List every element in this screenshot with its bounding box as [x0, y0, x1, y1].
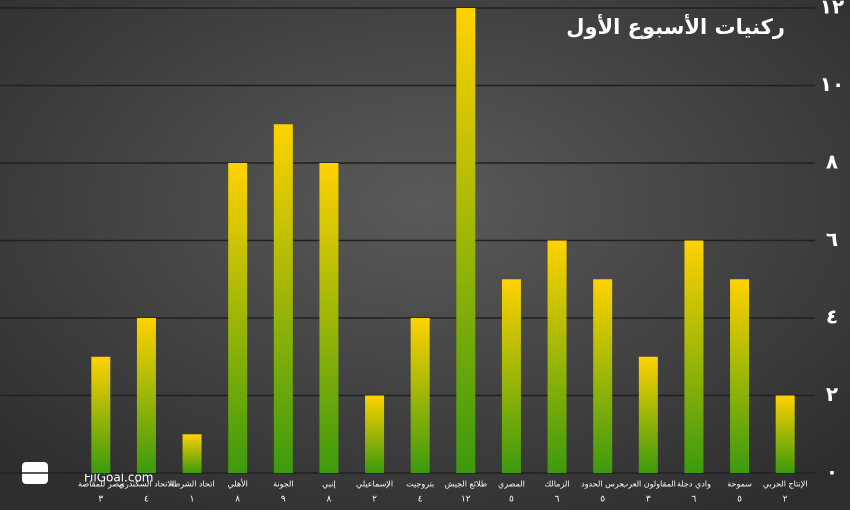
y-tick-label: ٤: [826, 305, 838, 329]
x-tick-label: المقاولون العرب: [621, 480, 676, 489]
x-tick-label: الإنتاج الحربي: [763, 480, 808, 490]
value-label: ٣: [98, 495, 103, 505]
x-tick-label: الاتحاد السكندري: [119, 480, 175, 489]
bar: [638, 356, 658, 473]
value-label: ٥: [509, 495, 514, 505]
y-tick-label: ٠: [826, 460, 838, 484]
bar: [775, 395, 795, 473]
x-tick-label: الإسماعيلي: [356, 480, 393, 490]
value-label: ١٢: [461, 495, 471, 505]
value-label: ١: [190, 495, 195, 505]
y-tick-label: ٨: [826, 150, 838, 174]
bar: [319, 163, 339, 473]
value-label: ٨: [327, 495, 332, 505]
x-tick-label: الزمالك: [545, 480, 570, 489]
bar: [273, 124, 293, 473]
value-label: ٢: [783, 495, 788, 505]
value-label: ٦: [692, 495, 697, 505]
value-label: ٤: [418, 495, 423, 505]
bar: [730, 279, 750, 473]
bar: [410, 318, 430, 473]
x-tick-label: وادي دجلة: [677, 480, 711, 489]
value-label: ٥: [737, 495, 742, 505]
y-tick-label: ٢: [826, 382, 838, 406]
watermark: FilGoal.com: [84, 471, 153, 485]
bar: [91, 356, 111, 473]
x-tick-label: مصر للمقاصة: [78, 480, 123, 489]
bar: [365, 395, 385, 473]
x-tick-label: طلائع الجيش: [445, 480, 488, 489]
bar: [593, 279, 613, 473]
bar: [182, 434, 202, 473]
value-label: ٣: [646, 495, 651, 505]
bar: [547, 240, 567, 473]
bar: [501, 279, 521, 473]
chart-title: ركنيات الأسبوع الأول: [566, 13, 785, 39]
value-label: ٤: [144, 495, 149, 505]
value-label: ٢: [372, 495, 377, 505]
y-tick-label: ١٢: [820, 0, 844, 19]
y-tick-label: ١٠: [820, 72, 844, 96]
x-tick-label: إنبي: [322, 480, 336, 490]
x-tick-label: اتحاد الشرطة: [170, 480, 215, 489]
bar: [228, 163, 248, 473]
x-tick-label: حرس الحدود: [581, 480, 624, 489]
x-tick-label: المصري: [498, 480, 525, 489]
x-tick-label: الجونة: [273, 480, 293, 489]
x-tick-label: سموحة: [727, 480, 752, 489]
bar: [456, 8, 476, 473]
bar: [136, 318, 156, 473]
value-label: ٥: [600, 495, 605, 505]
y-tick-label: ٦: [826, 227, 838, 251]
value-label: ٨: [235, 495, 240, 505]
value-label: ٩: [281, 495, 286, 505]
x-tick-label: بتروجيت: [406, 480, 434, 489]
x-tick-label: الأهلي: [228, 479, 248, 489]
bar: [684, 240, 704, 473]
value-label: ٦: [555, 495, 560, 505]
